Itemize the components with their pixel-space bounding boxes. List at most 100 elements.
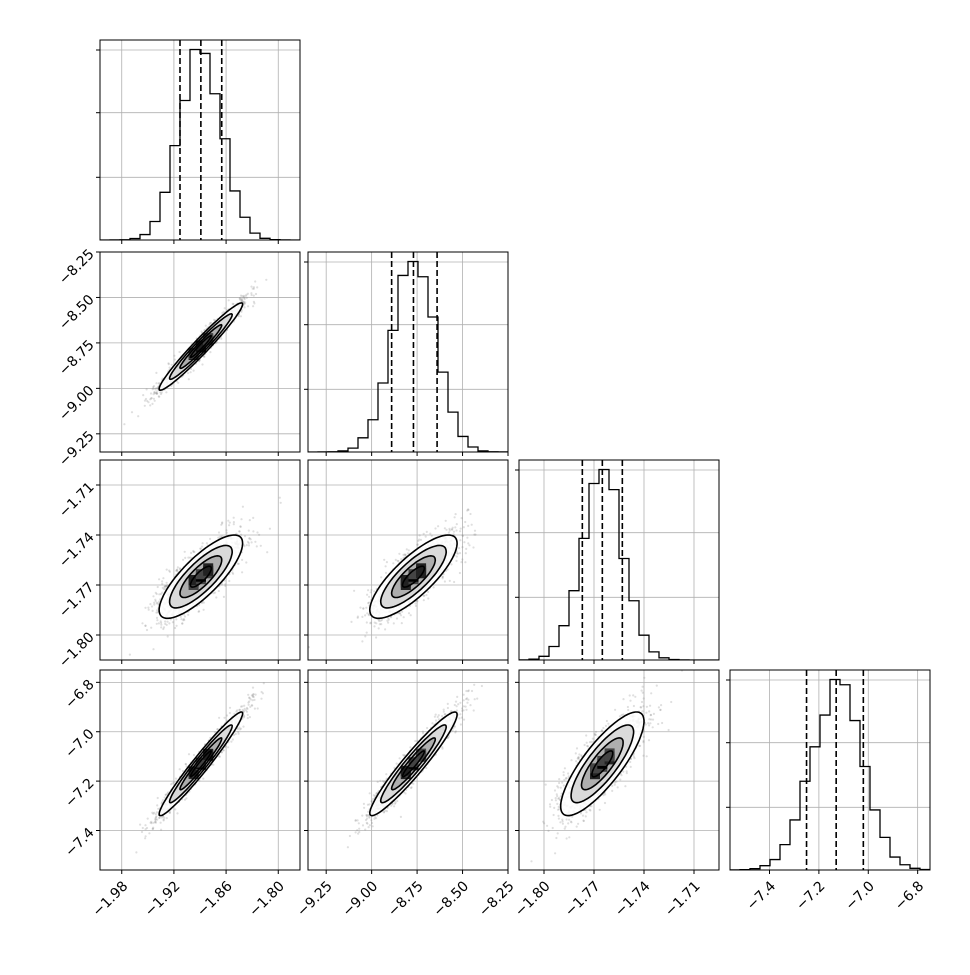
scatter-point bbox=[373, 625, 375, 627]
scatter-point bbox=[460, 561, 462, 563]
panel-p0-p1: −9.25−9.00−8.75−8.50−8.25 bbox=[56, 246, 300, 469]
scatter-point bbox=[177, 566, 179, 568]
scatter-point bbox=[453, 581, 455, 583]
scatter-point bbox=[361, 640, 363, 642]
y-tick-label: −1.77 bbox=[56, 579, 98, 621]
scatter-point bbox=[410, 614, 412, 616]
scatter-point bbox=[175, 618, 177, 620]
scatter-point bbox=[269, 528, 271, 530]
scatter-point bbox=[233, 523, 235, 525]
scatter-point bbox=[383, 559, 385, 561]
scatter-point bbox=[146, 827, 148, 829]
scatter-point bbox=[166, 621, 168, 623]
scatter-point bbox=[240, 526, 242, 528]
scatter-point bbox=[232, 303, 234, 305]
scatter-point bbox=[232, 573, 234, 575]
scatter-point bbox=[241, 559, 243, 561]
scatter-point bbox=[137, 415, 139, 417]
scatter-point bbox=[218, 717, 220, 719]
scatter-point bbox=[449, 529, 451, 531]
scatter-point bbox=[155, 372, 157, 374]
scatter-point bbox=[252, 305, 254, 307]
scatter-point bbox=[150, 397, 152, 399]
scatter-point bbox=[463, 526, 465, 528]
scatter-point bbox=[459, 572, 461, 574]
scatter-point bbox=[163, 819, 165, 821]
y-tick-label: −8.75 bbox=[56, 337, 98, 379]
scatter-point bbox=[459, 530, 461, 532]
scatter-point bbox=[158, 396, 160, 398]
scatter-point bbox=[144, 607, 146, 609]
scatter-point bbox=[399, 612, 401, 614]
scatter-point bbox=[187, 557, 189, 559]
scatter-point bbox=[214, 592, 216, 594]
scatter-point bbox=[414, 602, 416, 604]
scatter-point bbox=[392, 562, 394, 564]
scatter-point bbox=[357, 616, 359, 618]
scatter-point bbox=[242, 506, 244, 508]
scatter-point bbox=[158, 593, 160, 595]
scatter-point bbox=[163, 626, 165, 628]
panel-content bbox=[100, 460, 300, 660]
scatter-point bbox=[176, 569, 178, 571]
scatter-point bbox=[373, 590, 375, 592]
scatter-point bbox=[359, 607, 361, 609]
scatter-point bbox=[256, 286, 258, 288]
y-tick-label: −1.80 bbox=[56, 629, 98, 671]
scatter-point bbox=[237, 563, 239, 565]
scatter-point bbox=[190, 371, 192, 373]
scatter-point bbox=[450, 563, 452, 565]
scatter-point bbox=[385, 572, 387, 574]
scatter-point bbox=[456, 555, 458, 557]
scatter-point bbox=[429, 533, 431, 535]
scatter-point bbox=[141, 622, 143, 624]
scatter-point bbox=[156, 602, 158, 604]
y-tick-label: −1.71 bbox=[56, 479, 98, 521]
panel-p0-p3: −7.4−7.2−7.0−6.8−1.98−1.92−1.86−1.80 bbox=[62, 670, 300, 920]
scatter-point bbox=[251, 541, 253, 543]
scatter-point bbox=[433, 586, 435, 588]
scatter-point bbox=[169, 571, 171, 573]
scatter-point bbox=[161, 580, 163, 582]
scatter-point bbox=[467, 508, 469, 510]
scatter-point bbox=[381, 619, 383, 621]
scatter-point bbox=[156, 617, 158, 619]
scatter-point bbox=[205, 325, 207, 327]
scatter-point bbox=[200, 330, 202, 332]
scatter-point bbox=[158, 382, 160, 384]
scatter-point bbox=[249, 706, 251, 708]
histogram-p0 bbox=[100, 50, 300, 240]
scatter-point bbox=[366, 621, 368, 623]
scatter-point bbox=[350, 621, 352, 623]
panel-p1-p2 bbox=[304, 460, 508, 664]
scatter-point bbox=[469, 513, 471, 515]
scatter-point bbox=[247, 541, 249, 543]
scatter-point bbox=[158, 622, 160, 624]
scatter-point bbox=[455, 560, 457, 562]
scatter-point bbox=[190, 552, 192, 554]
scatter-point bbox=[215, 596, 217, 598]
scatter-point bbox=[146, 388, 148, 390]
panel-frame bbox=[100, 40, 300, 240]
scatter-point bbox=[144, 837, 146, 839]
panel-p0-p2: −1.80−1.77−1.74−1.71 bbox=[56, 460, 300, 671]
panel-p1-p1 bbox=[304, 252, 508, 456]
scatter-point bbox=[444, 580, 446, 582]
scatter-point bbox=[408, 549, 410, 551]
scatter-point bbox=[266, 551, 268, 553]
scatter-point bbox=[256, 531, 258, 533]
scatter-point bbox=[463, 541, 465, 543]
scatter-point bbox=[378, 627, 380, 629]
scatter-point bbox=[418, 539, 420, 541]
scatter-point bbox=[370, 589, 372, 591]
scatter-point bbox=[467, 542, 469, 544]
scatter-point bbox=[218, 531, 220, 533]
scatter-point bbox=[265, 279, 267, 281]
scatter-point bbox=[384, 628, 386, 630]
scatter-point bbox=[455, 513, 457, 515]
scatter-point bbox=[252, 288, 254, 290]
scatter-point bbox=[427, 597, 429, 599]
scatter-point bbox=[406, 548, 408, 550]
